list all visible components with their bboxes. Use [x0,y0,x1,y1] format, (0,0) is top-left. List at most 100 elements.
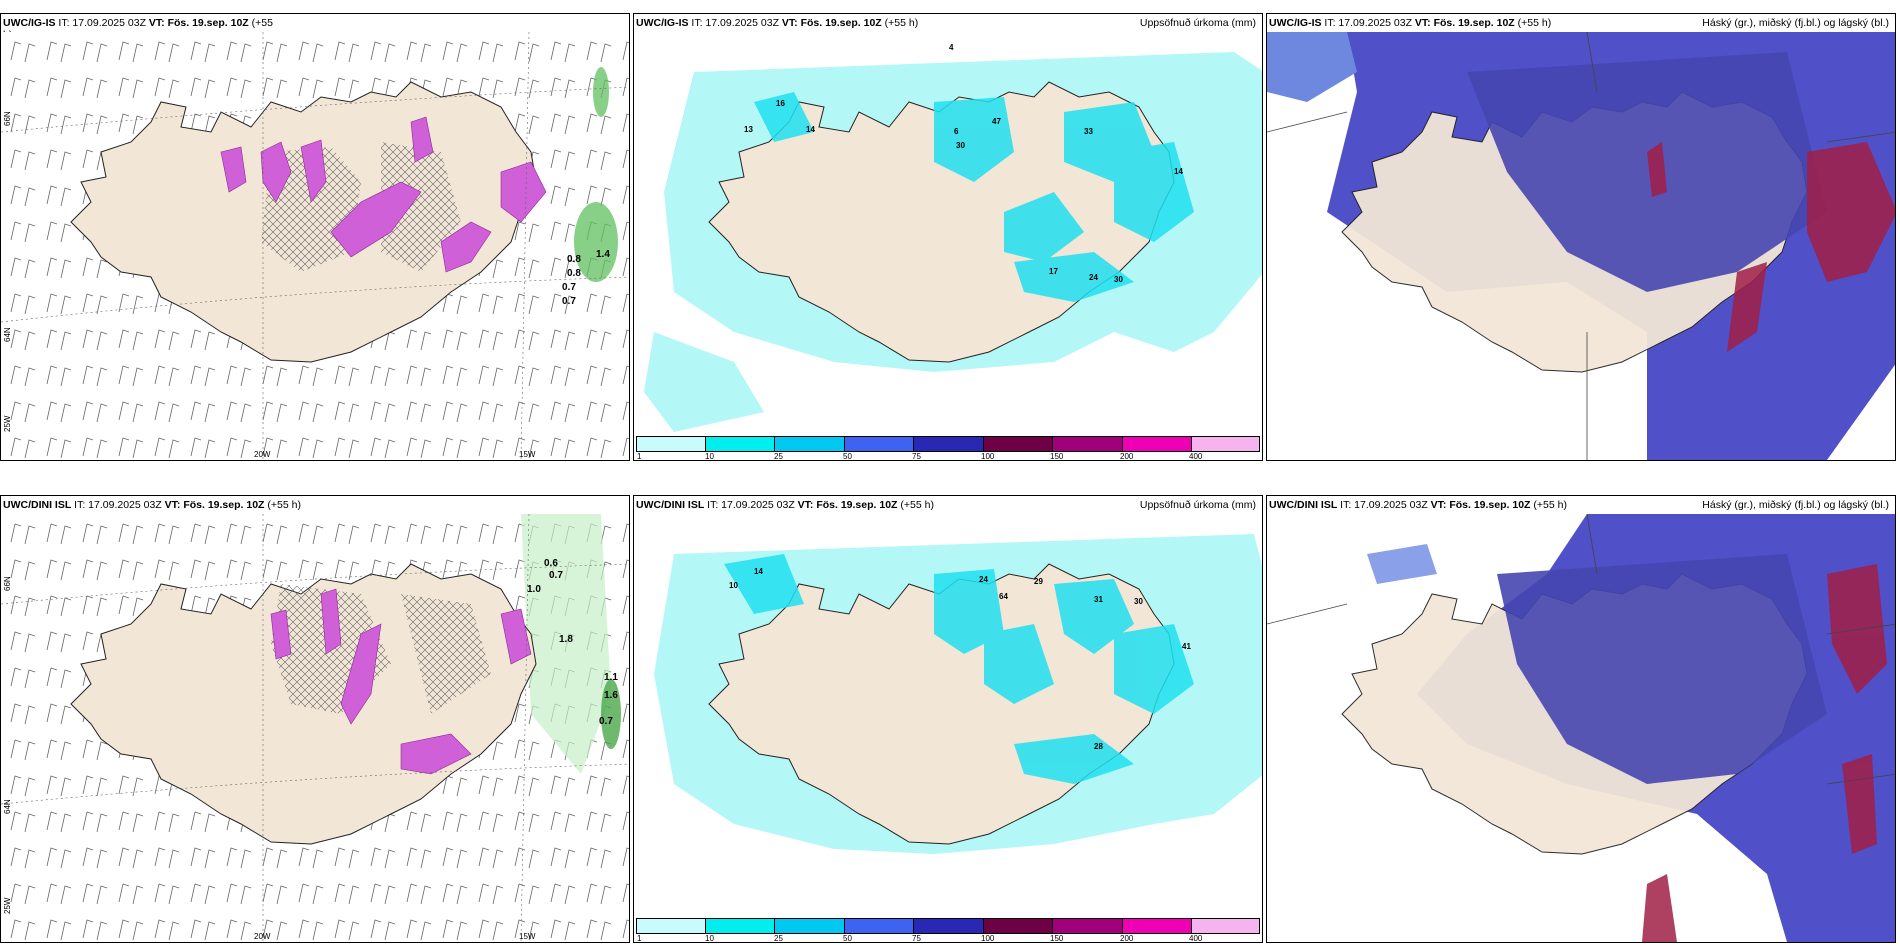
colorbar-tick: 1 [637,934,642,943]
colorbar-swatch [845,436,914,452]
panel-bottom-right-clouds: UWC/DINI ISL IT: 17.09.2025 03Z VT: Fös.… [1266,495,1896,943]
colorbar-swatch [706,436,775,452]
snow-label: 1.8 [559,634,573,645]
colorbar-tick: 150 [1050,452,1064,461]
panel-bottom-middle-precip: UWC/DINI ISL IT: 17.09.2025 03Z VT: Fös.… [633,495,1263,943]
snow-shading [220,116,547,273]
model-name: UWC/IG-IS [1269,17,1322,29]
model-name: UWC/DINI ISL [636,499,705,511]
snow-label: 1.4 [596,249,610,260]
precip-label: 16 [776,99,785,108]
colorbar-swatch [984,918,1053,934]
init-time: IT: 17.09.2025 03Z [707,499,795,511]
panel-title: Uppsöfnuð úrkoma (mm) [1139,499,1256,511]
precip-label: 17 [1049,267,1058,276]
colorbar-tick: 50 [843,452,852,461]
precip-label: 30 [956,141,965,150]
lon-label-20: 20W [254,450,271,459]
colorbar-tick: 1 [637,452,642,461]
colorbar-swatch [1053,436,1123,452]
colorbar-tick: 200 [1120,934,1134,943]
map-snow-wind: 0.8 0.8 0.7 0.7 1.4 [1,32,629,460]
snow-label: 0.6 [544,558,558,569]
panel-top-right-clouds: UWC/IG-IS IT: 17.09.2025 03Z VT: Fös. 19… [1266,13,1896,461]
precip-label: 29 [1034,577,1043,586]
colorbar-swatch [775,436,845,452]
lon-label-15: 15W [519,932,536,941]
green-precip [574,67,618,282]
panel-bottom-left-snow-wind: UWC/DINI ISL IT: 17.09.2025 03Z VT: Fös.… [0,495,630,943]
lead-time: (+55 h) [1533,499,1567,511]
panel-top-middle-precip: UWC/IG-IS IT: 17.09.2025 03Z VT: Fös. 19… [633,13,1263,461]
init-time: IT: 17.09.2025 03Z [691,17,779,29]
precip-label: 4 [949,43,954,52]
colorbar-tick: 200 [1120,452,1134,461]
colorbar-tick: 25 [774,452,783,461]
colorbar-tick: 10 [705,934,714,943]
colorbar-swatch [1123,436,1192,452]
panel-header: UWC/DINI ISL IT: 17.09.2025 03Z VT: Fös.… [1269,499,1567,511]
precip-label: 24 [1089,273,1098,282]
colorbar-swatch [845,918,914,934]
precip-label: 28 [1094,742,1103,751]
panel-header: UWC/DINI ISL IT: 17.09.2025 03Z VT: Fös.… [636,499,934,511]
precip-shading [724,554,1194,784]
colorbar-tick: 400 [1189,934,1203,943]
init-time: IT: 17.09.2025 03Z [1340,499,1428,511]
precip-label: 24 [979,575,988,584]
lon-label-25: 25W [3,415,12,432]
lead-time: (+55 h) [900,499,934,511]
precip-colorbar: 1 10 25 50 75 100 150 200 400 [636,918,1260,943]
colorbar-swatch [706,918,775,934]
valid-time: VT: Fös. 19.sep. 10Z [148,17,249,29]
panel-title: Uppsöfnuð úrkoma (mm) [1139,17,1256,29]
map-snow-wind: 0.6 0.7 1.0 1.8 1.1 1.6 0.7 [1,514,629,942]
map-clouds [1267,514,1895,942]
precip-colorbar: 1 10 25 50 75 100 150 200 400 [636,436,1260,461]
snow-label: 0.7 [599,716,613,727]
map-accum-precip: 14 10 24 29 64 31 30 28 41 [634,514,1262,924]
precip-label: 30 [1134,597,1143,606]
precip-value-labels: 14 10 24 29 64 31 30 28 41 [729,567,1191,751]
valid-time: VT: Fös. 19.sep. 10Z [164,499,265,511]
snow-label: 1.6 [604,690,618,701]
snow-shading [270,588,532,775]
colorbar-swatch [914,918,984,934]
colorbar-tick: 100 [981,934,995,943]
snow-label: 0.8 [567,254,581,265]
low-cloud [1642,564,1887,942]
map-clouds [1267,32,1895,460]
precip-shading [754,92,1194,302]
colorbar-swatch [775,918,845,934]
panel-top-left-snow-wind: UWC/IG-IS IT: 17.09.2025 03Z VT: Fös. 19… [0,13,630,461]
low-cloud [1647,142,1895,352]
init-time: IT: 17.09.2025 03Z [58,17,146,29]
model-name: UWC/DINI ISL [1269,499,1338,511]
colorbar-swatch [914,436,984,452]
precip-label: 14 [1174,167,1183,176]
colorbar-swatch [1053,918,1123,934]
precip-label: 64 [999,592,1008,601]
lead-time: (+55 h) [1517,17,1552,29]
valid-time: VT: Fös. 19.sep. 10Z [1430,499,1531,511]
colorbar-tick: 50 [843,934,852,943]
colorbar-tick: 25 [774,934,783,943]
panel-header: UWC/IG-IS IT: 17.09.2025 03Z VT: Fös. 19… [636,17,918,29]
snow-label: 0.8 [567,268,581,279]
valid-time: VT: Fös. 19.sep. 10Z [1414,17,1515,29]
snow-label: 0.7 [549,570,563,581]
panel-header: UWC/DINI ISL IT: 17.09.2025 03Z VT: Fös.… [3,499,301,511]
init-time: IT: 17.09.2025 03Z [1324,17,1412,29]
lead-time: (+55 h) [884,17,919,29]
precip-label: 13 [744,125,753,134]
lead-time: (+55 h) [267,499,301,511]
lat-label-64: 64N [3,799,12,814]
colorbar-tick: 75 [912,452,921,461]
precip-label: 31 [1094,595,1103,604]
precip-label: 14 [754,567,763,576]
model-name: UWC/IG-IS [3,17,56,29]
snow-amount-labels: 0.6 0.7 1.0 1.8 1.1 1.6 0.7 [527,558,618,727]
colorbar-tick: 10 [705,452,714,461]
snow-label: 0.7 [562,282,576,293]
precip-label: 47 [992,117,1001,126]
